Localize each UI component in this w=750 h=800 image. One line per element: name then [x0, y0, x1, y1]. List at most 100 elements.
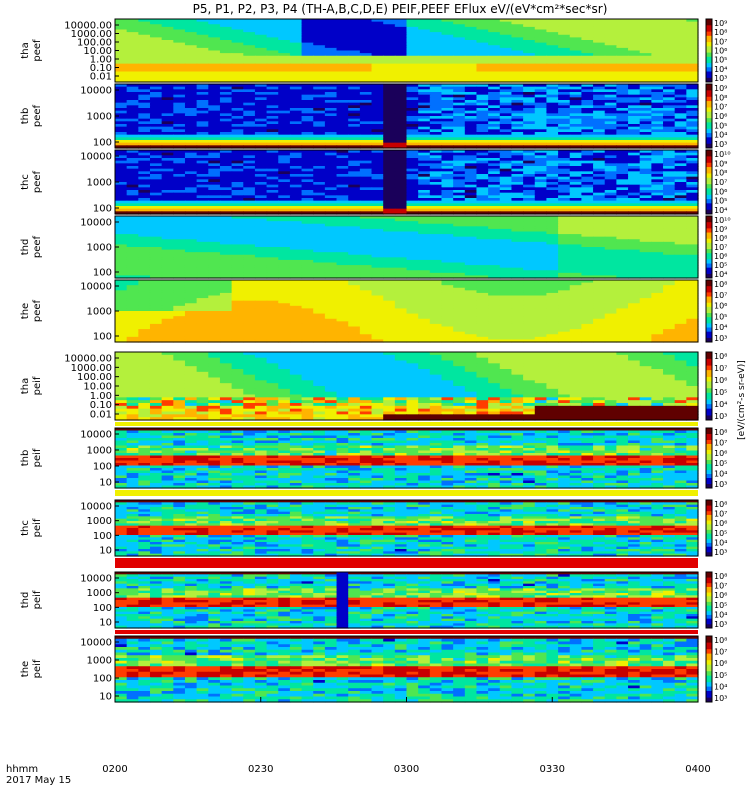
heatmap-cell [243, 254, 256, 258]
heatmap-cell [546, 116, 559, 120]
heatmap-cell [301, 50, 314, 54]
panel-quantity-label: peef [32, 170, 43, 193]
heatmap-cell [663, 58, 676, 62]
heatmap-cell [278, 68, 291, 73]
heatmap-cell [371, 200, 384, 204]
heatmap-cell [651, 211, 664, 215]
heatmap-cell [476, 231, 489, 235]
colorbar-tick-label: 10⁸ [714, 169, 727, 178]
heatmap-cell [138, 275, 151, 279]
heatmap-cell [383, 66, 396, 70]
heatmap-cell [686, 102, 699, 106]
heatmap-cell [453, 254, 466, 258]
heatmap-cell [289, 105, 303, 109]
heatmap-cell [418, 142, 431, 146]
heatmap-cell [138, 61, 151, 65]
heatmap-cell [115, 166, 128, 170]
heatmap-cell [523, 129, 536, 133]
heatmap-cell [336, 129, 349, 133]
heatmap-cell [674, 160, 687, 164]
heatmap-cell [453, 216, 466, 220]
heatmap-cell [534, 171, 548, 175]
heatmap-cell [266, 24, 279, 28]
heatmap-cell [301, 272, 314, 277]
heatmap-cell [441, 55, 454, 59]
heatmap-cell [231, 192, 244, 196]
heatmap-cell [161, 228, 174, 233]
heatmap-cell [149, 19, 163, 23]
heatmap-cell [429, 40, 443, 44]
heatmap-cell [278, 66, 291, 70]
heatmap-cell [138, 192, 151, 196]
heatmap-cell [184, 259, 198, 264]
heatmap-cell [278, 160, 291, 164]
heatmap-cell [184, 236, 198, 240]
heatmap-cell [254, 247, 268, 251]
heatmap-cell [371, 152, 384, 156]
heatmap-cell [173, 145, 186, 149]
heatmap-cell [266, 231, 279, 235]
heatmap-cell [184, 124, 198, 128]
heatmap-cell [686, 145, 699, 149]
heatmap-cell [558, 150, 571, 154]
heatmap-cell [184, 79, 198, 83]
heatmap-cell [301, 132, 314, 136]
heatmap-cell [418, 192, 431, 196]
heatmap-cell [184, 29, 198, 33]
heatmap-cell [231, 108, 244, 112]
heatmap-cell [289, 234, 303, 238]
heatmap-cell [581, 182, 594, 186]
heatmap-cell [499, 171, 513, 175]
heatmap-cell [254, 92, 268, 96]
heatmap-cell [231, 198, 244, 202]
heatmap-cell [628, 218, 641, 222]
heatmap-cell [371, 187, 384, 191]
heatmap-cell [289, 163, 303, 167]
heatmap-cell [558, 21, 571, 25]
heatmap-cell [546, 58, 559, 62]
heatmap-cell [243, 45, 256, 49]
heatmap-cell [639, 84, 652, 88]
heatmap-cell [674, 86, 687, 90]
heatmap-cell [394, 84, 408, 88]
heatmap-cell [161, 184, 174, 188]
heatmap-cell [464, 66, 478, 70]
heatmap-cell [266, 47, 279, 52]
heatmap-cell [348, 226, 361, 230]
heatmap-cell [418, 254, 431, 258]
heatmap-cell [184, 145, 198, 149]
heatmap-cell [348, 275, 361, 279]
heatmap-cell [429, 76, 443, 80]
heatmap-cell [511, 228, 524, 233]
heatmap-cell [534, 126, 548, 130]
heatmap-cell [476, 171, 489, 175]
heatmap-cell [383, 171, 396, 175]
heatmap-cell [138, 29, 151, 33]
heatmap-cell [663, 37, 676, 41]
heatmap-cell [231, 79, 244, 83]
heatmap-cell [313, 53, 326, 57]
heatmap-cell [406, 94, 419, 98]
heatmap-cell [149, 63, 163, 67]
heatmap-cell [639, 166, 652, 170]
heatmap-cell [558, 272, 571, 277]
heatmap-cell [324, 187, 338, 191]
heatmap-cell [394, 76, 408, 80]
heatmap-cell [488, 26, 501, 31]
heatmap-cell [511, 110, 524, 114]
heatmap-cell [161, 124, 174, 128]
heatmap-cell [313, 97, 326, 101]
heatmap-cell [196, 208, 209, 212]
heatmap-cell [383, 53, 396, 57]
heatmap-cell [231, 102, 244, 106]
heatmap-cell [441, 163, 454, 167]
heatmap-cell [359, 100, 373, 104]
heatmap-cell [663, 100, 676, 104]
heatmap-cell [126, 192, 139, 196]
heatmap-cell [184, 241, 198, 246]
heatmap-cell [149, 259, 163, 264]
heatmap-cell [254, 228, 268, 233]
heatmap-cell [558, 262, 571, 266]
heatmap-cell [523, 24, 536, 28]
heatmap-cell [406, 116, 419, 120]
